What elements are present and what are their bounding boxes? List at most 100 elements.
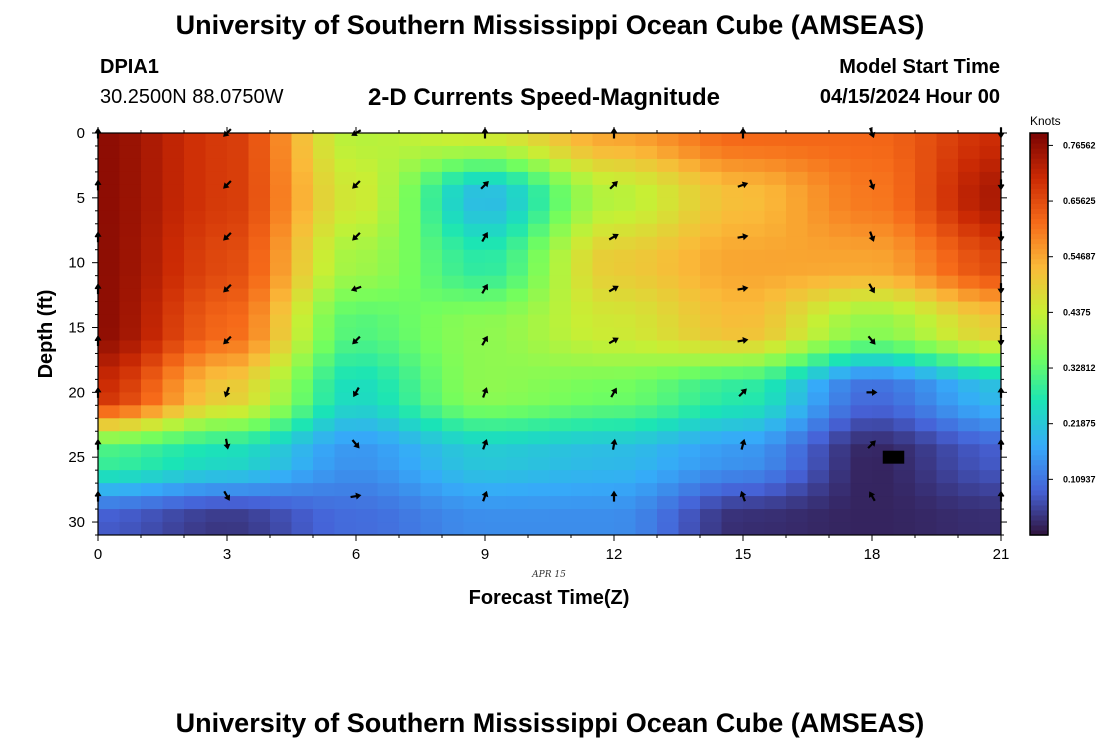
heatmap-cell [420, 262, 443, 277]
heatmap-cell [893, 288, 916, 303]
heatmap-cell [162, 171, 185, 186]
heatmap-cell [248, 236, 271, 251]
heatmap-cell [614, 210, 637, 225]
heatmap-cell [549, 431, 572, 445]
heatmap-cell [313, 379, 336, 393]
heatmap-cell [936, 392, 959, 406]
colorbar-segment [1030, 243, 1048, 250]
model-start-value: 04/15/2024 Hour 00 [819, 86, 1000, 108]
heatmap-cell [915, 379, 938, 393]
heatmap-cell [786, 210, 809, 225]
heatmap-cell [98, 236, 121, 251]
heatmap-cell [119, 379, 142, 393]
heatmap-cell [528, 457, 551, 471]
heatmap-cell [270, 236, 293, 251]
heatmap-cell [700, 327, 723, 342]
heatmap-cell [162, 210, 185, 225]
heatmap-cell [721, 197, 744, 212]
heatmap-cell [313, 483, 336, 497]
heatmap-cell [485, 275, 508, 290]
heatmap-cell [485, 379, 508, 393]
heatmap-cell [506, 171, 529, 186]
heatmap-cell [528, 210, 551, 225]
heatmap-cell [807, 522, 830, 535]
heatmap-cell [786, 405, 809, 419]
heatmap-cell [291, 483, 314, 497]
heatmap-cell [893, 366, 916, 380]
current-arrow [350, 285, 362, 292]
heatmap-cell [893, 340, 916, 355]
heatmap-cell [700, 340, 723, 355]
heatmap-cell [528, 133, 551, 147]
heatmap-cell [485, 509, 508, 523]
heatmap-cell [141, 405, 164, 419]
heatmap-cell [764, 171, 787, 186]
colorbar-segment [1030, 439, 1048, 446]
heatmap-cell [162, 379, 185, 393]
heatmap-cell [592, 509, 615, 523]
heatmap-cell [162, 327, 185, 342]
heatmap-cell [592, 262, 615, 277]
heatmap-cell [979, 223, 1001, 238]
colorbar-segment [1030, 198, 1048, 204]
heatmap-cell [377, 483, 400, 497]
missing-data-cell [882, 450, 905, 464]
colorbar-segment [1030, 308, 1048, 315]
heatmap-cell [377, 249, 400, 264]
heatmap-cell [657, 145, 680, 160]
heatmap-cell [463, 522, 486, 535]
heatmap-cell [764, 418, 787, 432]
heatmap-cell [184, 522, 207, 535]
heatmap-cell [936, 262, 959, 277]
colorbar-segment [1030, 394, 1048, 400]
heatmap-cell [571, 496, 594, 510]
heatmap-cell [98, 327, 121, 342]
station-coordinates: 30.2500N 88.0750W [100, 86, 284, 108]
heatmap-cell [872, 392, 895, 406]
heatmap-cell [721, 392, 744, 406]
heatmap-cell [291, 184, 314, 199]
heatmap-cell [98, 262, 121, 277]
heatmap-cell [463, 301, 486, 316]
heatmap-cell [571, 457, 594, 471]
heatmap-cell [721, 405, 744, 419]
heatmap-cell [850, 223, 873, 238]
colorbar-segment [1030, 173, 1048, 179]
heatmap-cell [98, 366, 121, 380]
heatmap-cell [377, 509, 400, 523]
heatmap-cell [979, 496, 1001, 510]
colorbar-segment [1030, 504, 1048, 511]
heatmap-cell [614, 496, 637, 510]
heatmap-cell [786, 470, 809, 484]
heatmap-cell [786, 236, 809, 251]
current-arrow [352, 335, 361, 345]
heatmap-cell [141, 275, 164, 290]
heatmap-cell [184, 314, 207, 329]
heatmap-cell [227, 496, 250, 510]
axes: 0 3 6 9 12 15 18 21 0 5 10 15 20 25 30 [68, 125, 1009, 563]
current-arrow [608, 285, 619, 293]
heatmap-cell [463, 366, 486, 380]
heatmap-cell [227, 444, 250, 458]
heatmap-cell [399, 184, 422, 199]
heatmap-cell [291, 418, 314, 432]
heatmap-cell [227, 379, 250, 393]
colorbar-segment [1030, 524, 1048, 531]
heatmap-cell [463, 509, 486, 523]
x-tick-label: 0 [94, 546, 102, 563]
heatmap-cell [291, 327, 314, 342]
heatmap-cell [958, 314, 981, 329]
heatmap-cell [162, 314, 185, 329]
heatmap-cell [506, 353, 529, 368]
heatmap-cell [399, 262, 422, 277]
heatmap-cell [442, 288, 465, 303]
heatmap-cell [614, 353, 637, 368]
heatmap-cell [184, 470, 207, 484]
heatmap-cell [485, 483, 508, 497]
heatmap-cell [485, 133, 508, 147]
heatmap-cell [850, 158, 873, 173]
heatmap-cell [893, 418, 916, 432]
heatmap-cell [721, 314, 744, 329]
heatmap-cell [936, 496, 959, 510]
heatmap-cell [442, 444, 465, 458]
